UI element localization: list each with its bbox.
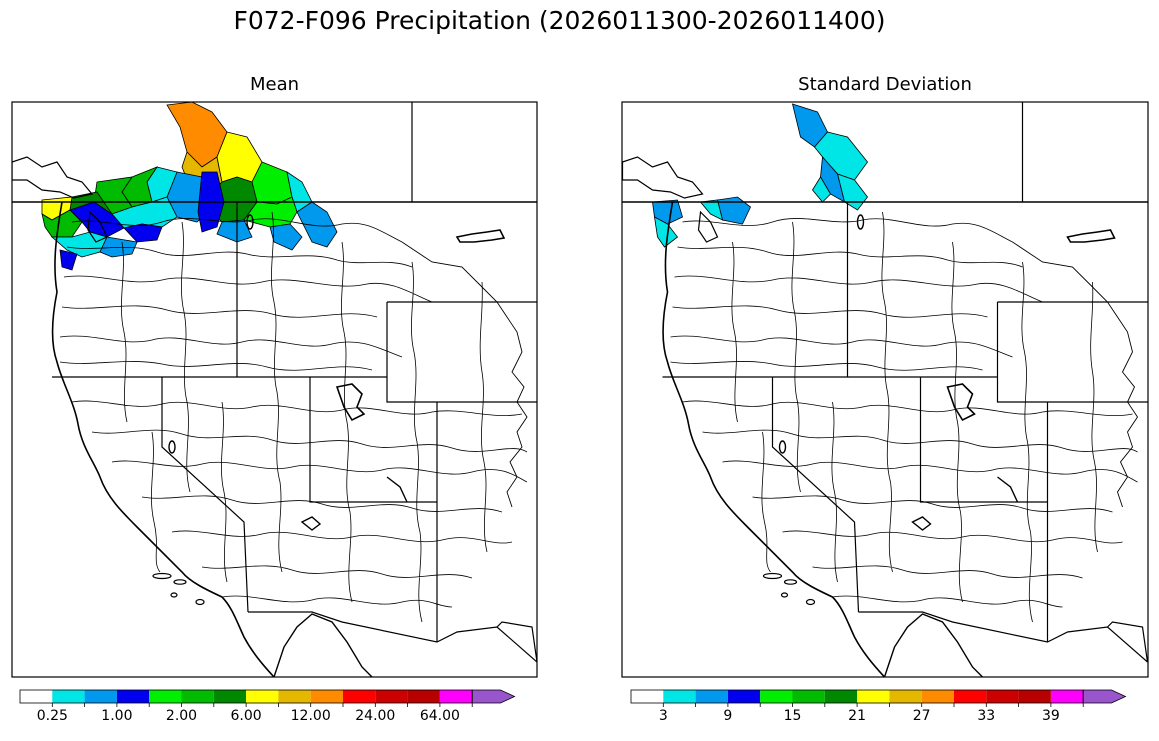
colorbar-segment bbox=[116, 690, 150, 703]
colorbar-segment bbox=[824, 690, 858, 703]
colorbar-extend-arrow bbox=[1082, 689, 1127, 704]
colorbar-mean bbox=[19, 689, 516, 707]
map-frame-std bbox=[621, 101, 1149, 678]
colorbar-segment bbox=[439, 690, 473, 703]
colorbar-tick-label: 12.00 bbox=[290, 708, 331, 724]
colorbar-segment bbox=[20, 690, 53, 703]
map-panel-mean bbox=[11, 101, 538, 678]
colorbar-segment bbox=[727, 690, 761, 703]
colorbar-segment bbox=[149, 690, 182, 703]
colorbar-segment bbox=[213, 690, 247, 703]
colorbar-tick-label: 3 bbox=[658, 708, 668, 724]
colorbar-std bbox=[630, 689, 1127, 707]
map-frame-mean bbox=[11, 101, 538, 678]
colorbar-segment bbox=[954, 690, 987, 703]
colorbar-segment bbox=[663, 690, 696, 703]
colorbar-tick-label: 39 bbox=[1041, 708, 1060, 724]
colorbar-segment bbox=[695, 690, 728, 703]
colorbar-segment bbox=[986, 690, 1019, 703]
colorbar-segment bbox=[52, 690, 85, 703]
colorbar-segment bbox=[278, 690, 311, 703]
colorbar-tick-label: 0.25 bbox=[36, 708, 68, 724]
colorbar-segment bbox=[310, 690, 343, 703]
colorbar-tick-label: 24.00 bbox=[355, 708, 396, 724]
map-panel-std bbox=[621, 101, 1149, 678]
panel-title-std: Standard Deviation bbox=[798, 74, 972, 95]
colorbar-segment bbox=[181, 690, 214, 703]
colorbar-tick-label: 15 bbox=[783, 708, 802, 724]
colorbar-segment bbox=[889, 690, 922, 703]
colorbar-tick-label: 33 bbox=[977, 708, 996, 724]
colorbar-segment bbox=[921, 690, 954, 703]
figure-title: F072-F096 Precipitation (2026011300-2026… bbox=[233, 6, 886, 35]
colorbar-segment bbox=[84, 690, 117, 703]
colorbar-segment bbox=[792, 690, 825, 703]
colorbar-segment bbox=[1050, 690, 1084, 703]
colorbar-segment bbox=[857, 690, 890, 703]
colorbar-segment bbox=[407, 690, 440, 703]
colorbar-tick-label: 27 bbox=[912, 708, 931, 724]
panel-title-mean: Mean bbox=[249, 74, 300, 95]
colorbar-segment bbox=[343, 690, 376, 703]
colorbar-tick-label: 9 bbox=[723, 708, 733, 724]
colorbar-tick-label: 64.00 bbox=[419, 708, 460, 724]
colorbar-tick-label: 21 bbox=[848, 708, 867, 724]
colorbar-segment bbox=[246, 690, 279, 703]
colorbar-segment bbox=[1018, 690, 1051, 703]
colorbar-segment bbox=[631, 690, 664, 703]
colorbar-segment bbox=[375, 690, 408, 703]
colorbar-tick-label: 1.00 bbox=[101, 708, 133, 724]
colorbar-segment bbox=[760, 690, 793, 703]
colorbar-tick-label: 6.00 bbox=[230, 708, 262, 724]
colorbar-extend-arrow bbox=[471, 689, 516, 704]
colorbar-tick-label: 2.00 bbox=[165, 708, 198, 724]
